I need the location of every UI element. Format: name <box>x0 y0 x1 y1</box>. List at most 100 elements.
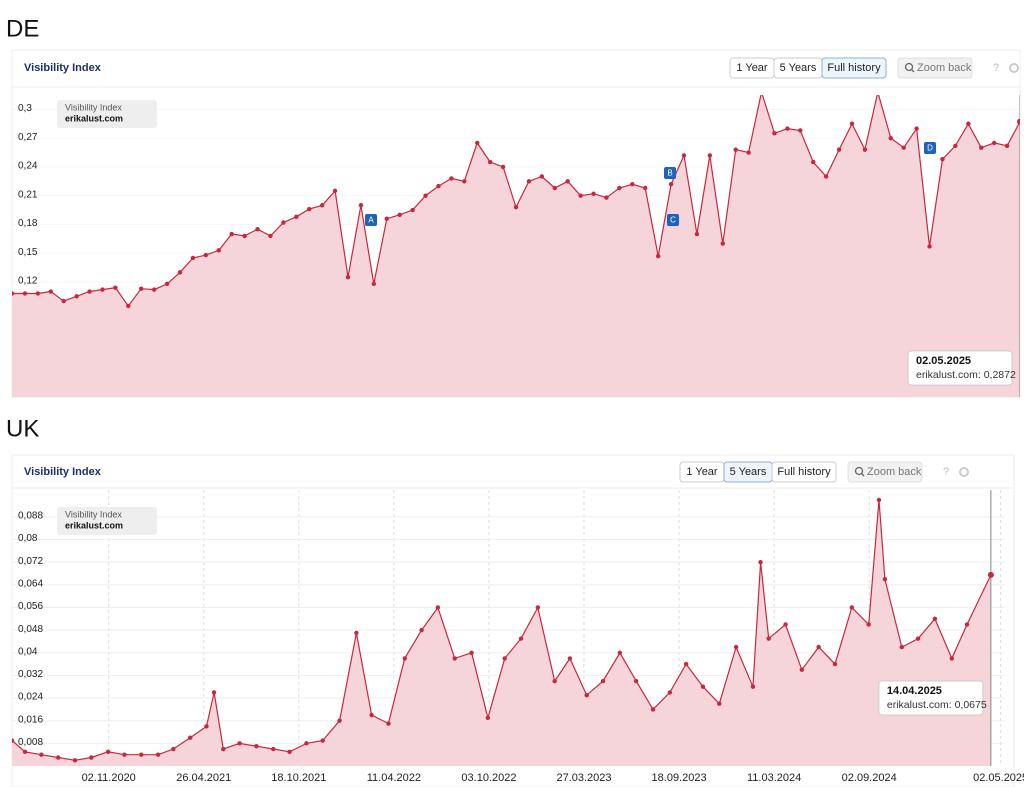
point <box>72 758 78 763</box>
annotation-flag[interactable] <box>365 214 377 226</box>
point <box>237 741 242 746</box>
settings-icon[interactable] <box>959 467 969 477</box>
point <box>105 749 111 755</box>
y-tick-label: 0,04 <box>18 646 38 657</box>
plot <box>12 490 994 766</box>
zoom-button[interactable] <box>897 57 973 79</box>
point <box>48 289 53 294</box>
point <box>74 294 79 299</box>
point <box>650 707 656 712</box>
point <box>410 207 415 213</box>
point <box>578 193 583 198</box>
region-label: UK <box>6 415 39 442</box>
help-icon[interactable]: ? <box>943 466 949 478</box>
point <box>836 147 842 152</box>
point <box>700 684 706 689</box>
point <box>1004 143 1010 149</box>
y-tick-label: 0,008 <box>18 737 43 748</box>
zoom-button-label: Zoom back <box>917 62 972 74</box>
tooltip-series: erikalust.com <box>916 369 978 381</box>
point <box>591 191 596 196</box>
tooltip <box>878 680 984 716</box>
point <box>126 303 131 309</box>
annotation-flag[interactable] <box>667 214 679 226</box>
range-button[interactable] <box>771 461 837 483</box>
point <box>216 248 221 253</box>
tooltip-date: 02.05.2025 <box>916 355 971 367</box>
point <box>655 253 661 259</box>
point <box>816 644 821 650</box>
legend-title: Visibility Index <box>65 509 122 519</box>
y-tick-label: 0,064 <box>18 578 43 589</box>
point <box>720 241 725 246</box>
point <box>643 185 648 191</box>
point <box>402 656 407 661</box>
tooltip-series: erikalust.com <box>887 699 949 711</box>
point <box>203 252 209 258</box>
point <box>469 650 474 655</box>
point <box>949 656 954 661</box>
point <box>371 281 377 287</box>
point <box>35 291 41 296</box>
y-tick-label: 0,088 <box>18 511 43 522</box>
annotation-flag[interactable] <box>664 167 676 179</box>
settings-icon[interactable] <box>1009 63 1019 73</box>
point <box>567 656 573 661</box>
point <box>823 174 829 179</box>
point <box>772 131 777 136</box>
point <box>565 179 570 184</box>
y-tick-label: 0,016 <box>18 714 43 725</box>
point <box>535 605 541 610</box>
zoom-icon <box>911 69 915 73</box>
y-tick-label: 0,072 <box>18 556 43 567</box>
legend-box <box>57 507 157 535</box>
point <box>526 179 532 184</box>
point <box>100 287 105 292</box>
point <box>683 661 689 667</box>
y-tick-label: 0,12 <box>18 276 38 287</box>
point <box>419 627 424 633</box>
point <box>862 147 868 152</box>
point <box>798 128 803 133</box>
point <box>271 746 276 752</box>
x-tick-label: 18.09.2023 <box>652 772 707 784</box>
point <box>151 287 157 292</box>
point <box>882 576 888 582</box>
zoom-button[interactable] <box>847 461 923 483</box>
region-label: DE <box>6 15 39 42</box>
point <box>513 204 519 210</box>
point <box>354 630 359 636</box>
range-button[interactable] <box>821 57 887 79</box>
help-icon[interactable]: ? <box>993 62 999 74</box>
point <box>600 678 606 684</box>
range-button-label: 5 Years <box>730 466 767 478</box>
chart-title: Visibility Index <box>24 466 102 478</box>
point <box>449 176 454 181</box>
point <box>221 746 226 752</box>
zoom-icon <box>904 62 914 72</box>
point <box>294 214 299 219</box>
point <box>717 701 722 706</box>
point <box>171 746 176 752</box>
point <box>966 121 971 126</box>
tooltip-value: erikalust.com: 0,0675 <box>887 699 987 711</box>
point <box>89 755 94 760</box>
separator: : <box>949 699 955 711</box>
tooltip-value: erikalust.com: 0,2872 <box>916 369 1016 381</box>
point <box>281 220 286 225</box>
x-tick-label: 02.11.2020 <box>82 772 136 784</box>
legend-title: Visibility Index <box>65 102 122 112</box>
tooltip <box>907 350 1013 386</box>
annotation-flag[interactable] <box>924 142 936 154</box>
point <box>750 684 756 689</box>
point <box>901 145 906 150</box>
x-tick-label: 02.05.2025 <box>973 772 1024 784</box>
point <box>307 206 312 212</box>
point <box>604 195 609 200</box>
point <box>746 150 751 155</box>
point <box>22 291 28 296</box>
point <box>502 656 507 661</box>
point <box>242 233 247 239</box>
point <box>320 738 325 743</box>
tooltip-number: 0,0675 <box>955 699 987 711</box>
